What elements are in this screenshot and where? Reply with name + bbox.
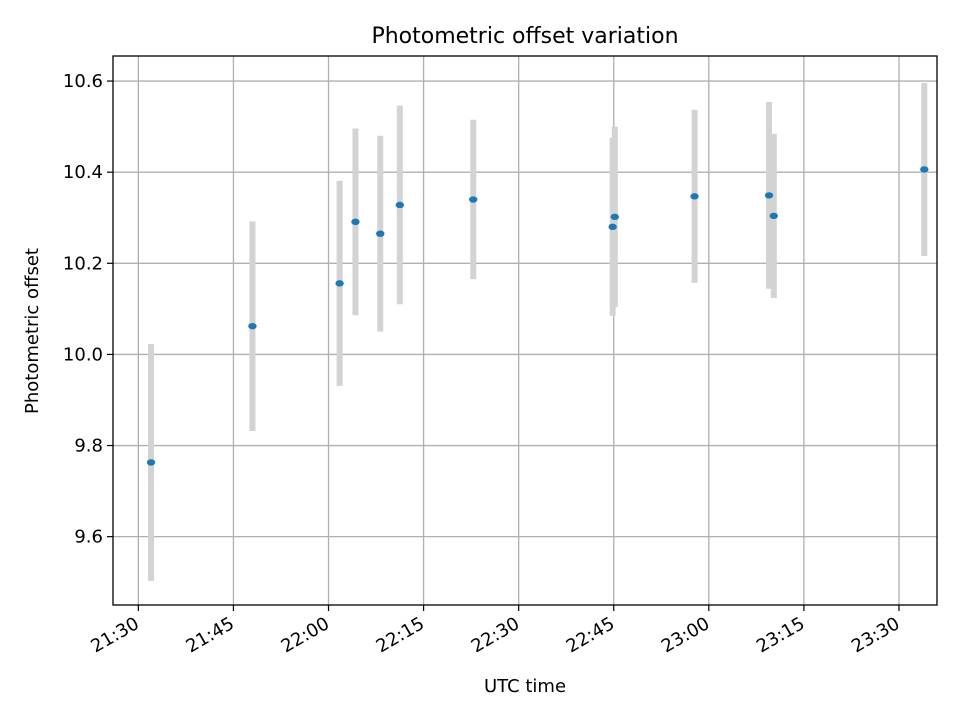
y-tick-label: 9.6 (74, 527, 103, 548)
data-point (146, 459, 156, 466)
data-point (335, 280, 344, 287)
ticks: 21:30 21:45 22:00 22:15 22:30 22:45 23:00 23:15… (63, 71, 904, 657)
data-point (769, 212, 778, 220)
y-tick-label: 9.8 (74, 436, 103, 457)
data-point (351, 218, 360, 226)
data-point (376, 230, 385, 237)
x-tick-label: 21:45 (183, 613, 238, 657)
x-tick-label: 22:00 (278, 613, 333, 657)
error-bars (148, 82, 928, 581)
data-points (146, 166, 929, 466)
data-point (764, 192, 774, 199)
x-tick-label: 22:30 (468, 613, 523, 657)
data-point (395, 201, 405, 209)
data-point (608, 223, 617, 231)
x-tick-label: 22:15 (373, 613, 428, 657)
y-tick-label: 10.6 (63, 71, 103, 92)
y-tick-label: 10.2 (63, 253, 103, 274)
plot-frame (112, 55, 938, 606)
data-point (469, 196, 478, 203)
x-tick-label: 22:45 (563, 613, 618, 657)
data-point (610, 213, 619, 221)
x-tick-label: 21:30 (87, 613, 142, 657)
data-point (248, 322, 257, 330)
grid (113, 56, 937, 605)
data-point (690, 193, 699, 200)
x-tick-label: 23:00 (658, 613, 713, 657)
data-point (920, 166, 929, 173)
chart-title: Photometric offset variation (371, 24, 678, 49)
x-tick-label: 23:15 (753, 613, 808, 657)
x-axis-label: UTC time (484, 676, 566, 697)
y-axis-label: Photometric offset (22, 248, 43, 414)
y-tick-label: 10.4 (63, 162, 103, 183)
y-tick-label: 10.0 (63, 344, 103, 365)
x-tick-label: 23:30 (848, 613, 903, 657)
